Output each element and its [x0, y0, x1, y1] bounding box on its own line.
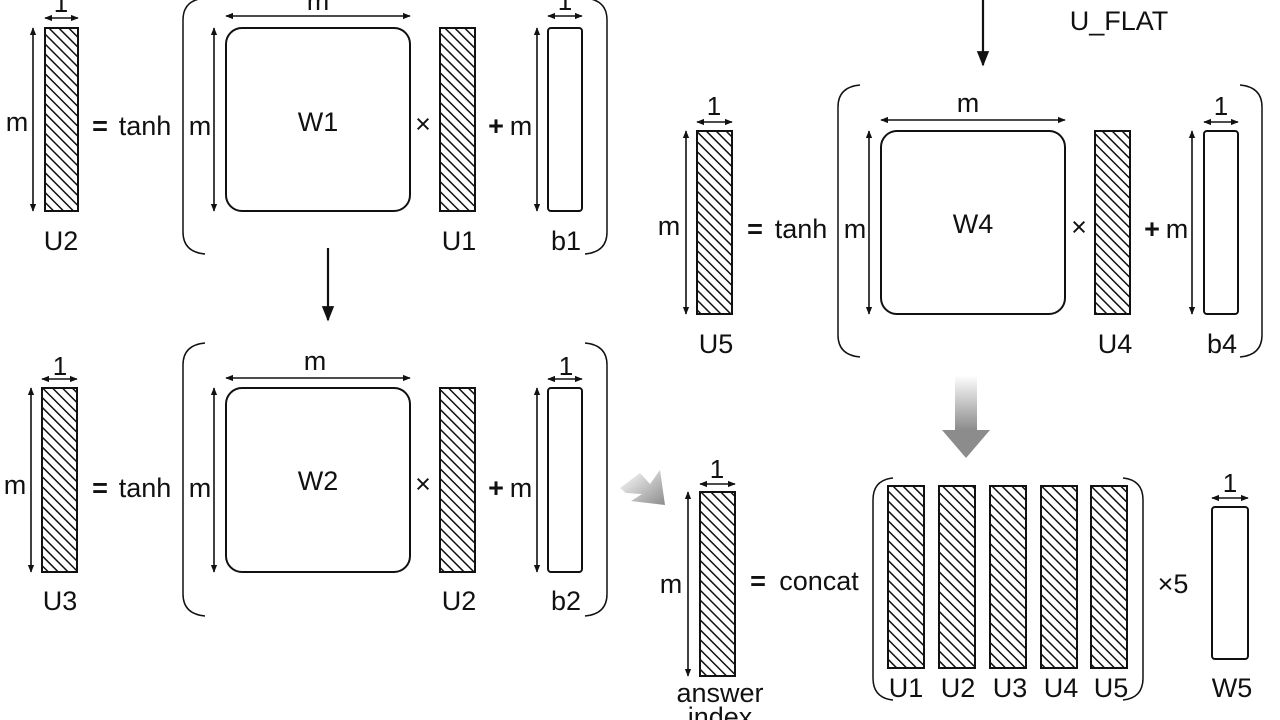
concat-vector-label: U2 — [941, 673, 976, 703]
concat-vector-label: U1 — [889, 673, 924, 703]
equation-4: 1 m answer index = concat U1 U2 U3 U4 U5… — [660, 454, 1253, 720]
dim-label-m: m — [307, 0, 330, 16]
tanh-label: tanh — [119, 473, 172, 503]
left-parenthesis — [872, 477, 894, 701]
bias-vector-b4 — [1203, 130, 1239, 315]
dim-label-m: m — [189, 473, 212, 503]
output-label-line1: answer — [676, 678, 763, 708]
dim-label-m: m — [304, 346, 327, 376]
output-label: U3 — [43, 586, 78, 616]
right-parenthesis — [584, 0, 608, 255]
equation-1: 1 m U2 = tanh m m W1 × U1 + m 1 b1 — [6, 0, 608, 256]
dim-label-m: m — [4, 470, 27, 500]
output-label: U5 — [699, 329, 734, 359]
input-vector-u1 — [439, 27, 476, 212]
weight-label: W1 — [298, 107, 339, 137]
right-parenthesis — [584, 342, 608, 617]
equation-3: U_FLAT 1 m U5 = tanh m m W4 × U4 + m 1 b… — [658, 0, 1263, 359]
left-parenthesis — [182, 342, 206, 617]
dim-label-one: 1 — [54, 0, 68, 18]
weight-matrix-w4 — [880, 130, 1066, 315]
output-label-line2: index — [688, 702, 753, 720]
input-label: U1 — [442, 226, 477, 256]
weight-matrix-w2 — [225, 387, 411, 573]
dim-label-m: m — [189, 111, 212, 141]
concat-vector-label: U4 — [1044, 673, 1079, 703]
output-vector-u3 — [41, 387, 78, 573]
dim-label-one: 1 — [53, 351, 67, 381]
times-sign: × — [1071, 212, 1087, 242]
dim-label-one: 1 — [710, 454, 724, 484]
concat-vector — [989, 485, 1027, 669]
concat-vector — [1040, 485, 1078, 669]
input-vector-u2 — [439, 387, 476, 573]
concat-vector-label: U5 — [1094, 673, 1129, 703]
times-sign: × — [415, 469, 431, 499]
equals-sign: = — [747, 214, 763, 244]
equals-sign: = — [750, 566, 766, 596]
concat-vector — [1090, 485, 1128, 669]
left-parenthesis — [837, 84, 861, 358]
equals-sign: = — [92, 111, 108, 141]
input-vector-u4 — [1094, 130, 1131, 315]
bias-label: b1 — [551, 226, 581, 256]
dim-label-one: 1 — [1214, 91, 1228, 121]
concat-label: concat — [779, 566, 859, 596]
output-vector-u2 — [44, 27, 79, 212]
flow-arrow-gray — [942, 375, 990, 458]
weight-label: W5 — [1212, 673, 1253, 703]
plus-sign: + — [1144, 214, 1160, 244]
dim-label-one: 1 — [559, 351, 573, 381]
dim-label-one: 1 — [1223, 468, 1237, 498]
dim-label-m: m — [844, 214, 867, 244]
bias-vector-b1 — [547, 27, 583, 212]
dim-label-m: m — [510, 111, 533, 141]
bias-vector-b2 — [547, 387, 583, 573]
bias-label: b4 — [1207, 329, 1237, 359]
right-parenthesis — [1239, 84, 1263, 358]
equals-sign: = — [92, 473, 108, 503]
input-label: U2 — [442, 586, 477, 616]
output-vector-answer-index — [699, 491, 736, 677]
bias-label: b2 — [551, 586, 581, 616]
equation-2: 1 m U3 = tanh m m W2 × U2 + m 1 b2 — [4, 342, 608, 617]
weight-vector-w5 — [1211, 506, 1249, 660]
input-label: U4 — [1098, 329, 1133, 359]
tanh-label: tanh — [119, 111, 172, 141]
dim-label-one: 1 — [558, 0, 572, 16]
u-flat-label: U_FLAT — [1070, 6, 1169, 36]
right-parenthesis — [1122, 477, 1144, 701]
times-five-label: ×5 — [1158, 569, 1189, 599]
output-vector-u5 — [696, 130, 733, 315]
dim-label-m: m — [510, 473, 533, 503]
concat-vector — [887, 485, 925, 669]
plus-sign: + — [488, 111, 504, 141]
times-sign: × — [415, 109, 431, 139]
dim-label-one: 1 — [707, 91, 721, 121]
weight-label: W2 — [298, 466, 339, 496]
left-parenthesis — [182, 0, 206, 255]
concat-vector — [938, 485, 976, 669]
dim-label-m: m — [658, 211, 681, 241]
plus-sign: + — [488, 473, 504, 503]
dim-label-m: m — [957, 88, 980, 118]
weight-label: W4 — [953, 209, 994, 239]
dim-label-m: m — [1166, 214, 1189, 244]
weight-matrix-w1 — [225, 27, 411, 212]
dim-label-m: m — [660, 569, 683, 599]
concat-vector-label: U3 — [993, 673, 1028, 703]
flow-arrow-diagonal — [620, 470, 665, 505]
output-label: U2 — [44, 226, 79, 256]
tanh-label: tanh — [775, 214, 828, 244]
dim-label-m: m — [6, 107, 29, 137]
